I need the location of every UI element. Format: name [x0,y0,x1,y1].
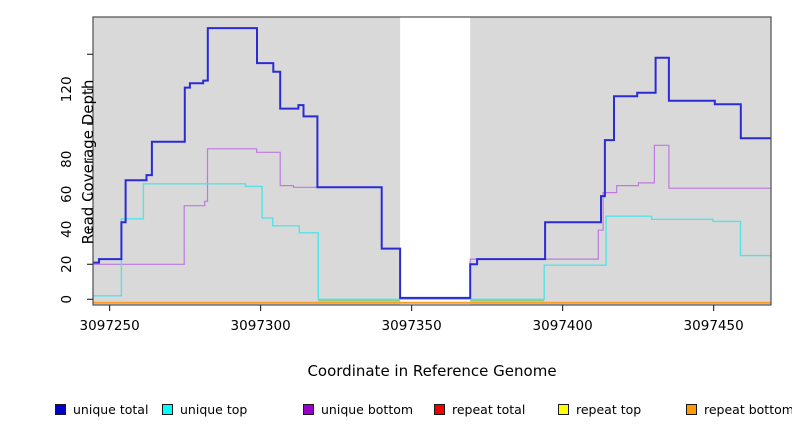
series-unique-total [93,27,771,299]
legend-label: repeat top [576,401,642,417]
x-axis-title: Coordinate in Reference Genome [307,362,557,380]
x-tick-label: 3097250 [80,318,140,334]
legend-label: unique top [180,401,248,417]
plot-border [92,16,772,306]
repeat-total-swatch-icon [434,403,445,415]
y-axis-title: Read Coverage Depth [79,79,97,245]
y-tick-label: 20 [59,256,75,273]
x-tick-label: 3097400 [533,318,593,334]
x-tick-label: 3097350 [382,318,442,334]
y-tick-label: 40 [59,221,75,238]
legend-label: repeat total [452,401,526,417]
repeat-bottom-swatch-icon [686,403,697,415]
legend-label: unique total [73,401,149,417]
repeat-top-swatch-icon [558,403,569,415]
x-tick-label: 3097450 [684,318,744,334]
legend-item-repeat-top: repeat top [558,400,641,418]
y-tick-label: 120 [59,76,75,102]
legend-item-repeat-total: repeat total [434,400,525,418]
series-unique-top [93,183,771,300]
legend-label: unique bottom [321,401,414,417]
x-tick-label: 3097300 [231,318,291,334]
coverage-gap-band [400,17,471,305]
legend-item-unique-bottom: unique bottom [303,400,413,418]
y-tick-label: 80 [59,151,75,168]
legend-item-unique-total: unique total [55,400,148,418]
legend-item-repeat-bottom: repeat bottom [686,400,792,418]
chart-legend: unique total unique top unique bottom re… [0,400,792,422]
unique-top-swatch-icon [162,403,173,415]
legend-label: repeat bottom [704,401,792,417]
y-tick-label: 60 [59,186,75,203]
unique-bottom-swatch-icon [303,403,314,415]
y-tick-label: 0 [59,295,75,304]
legend-item-unique-top: unique top [162,400,247,418]
unique-total-swatch-icon [55,403,66,415]
